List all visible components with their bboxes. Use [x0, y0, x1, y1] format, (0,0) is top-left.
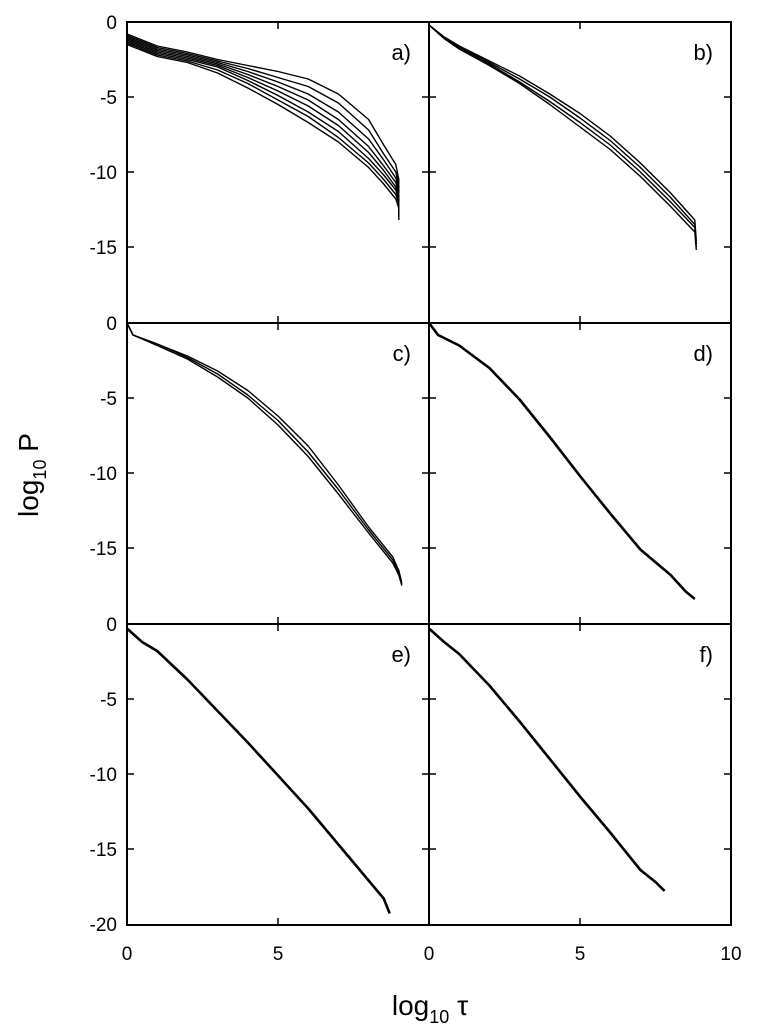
- panel-a-series-8: [126, 43, 400, 220]
- x-tick-labels: 0 5 0 5 10: [122, 944, 742, 965]
- panel-c-ytick-label: -15: [90, 539, 117, 560]
- panel-e-ytick-label: -15: [90, 840, 117, 861]
- x-axis-title: log10 τ: [392, 990, 468, 1027]
- y-axis-title-symbol: P: [13, 433, 44, 452]
- panel-e-series-1: [126, 627, 391, 914]
- x-tick-label: 0: [424, 944, 435, 965]
- panel-a-ytick-label: -5: [100, 88, 117, 109]
- panel-c-series-2: [126, 322, 403, 585]
- panel-a-series-5: [126, 39, 400, 214]
- panel-c: c): [126, 322, 430, 625]
- panel-a-series-7: [126, 42, 400, 217]
- panel-f: f): [428, 623, 732, 926]
- panel-f-series-1: [428, 627, 666, 892]
- panel-e-ytick-label: -5: [100, 690, 117, 711]
- y-axis-title-sub: 10: [30, 460, 50, 480]
- panel-a: a): [126, 21, 430, 324]
- panel-c-series-1: [126, 322, 403, 583]
- panel-grid: a) b) c) d) e) f): [126, 21, 732, 926]
- x-tick-label: 5: [575, 944, 586, 965]
- panel-d-label: d): [693, 341, 713, 366]
- panel-c-frame: [126, 322, 430, 625]
- x-axis-title-symbol: τ: [457, 990, 468, 1021]
- panel-e: e): [126, 623, 430, 926]
- y-tick-labels: 0 -5 -10 -15 0 -5 -10 -15 0 -5 -10 -15 -20: [90, 13, 117, 936]
- y-axis-title-space: [13, 452, 44, 460]
- panel-b-label: b): [693, 40, 713, 65]
- panel-a-series-4: [126, 37, 400, 213]
- panel-a-ytick-label: -15: [90, 238, 117, 259]
- panel-a-ytick-label: 0: [106, 13, 117, 34]
- panel-c-label: c): [393, 341, 411, 366]
- panel-b-series-3: [428, 24, 697, 248]
- x-tick-label: 5: [273, 944, 284, 965]
- y-axis-title-main: log: [13, 480, 44, 517]
- panel-c-series-3: [126, 322, 403, 586]
- panel-b: b): [428, 21, 732, 324]
- x-tick-label: 10: [720, 944, 741, 965]
- panel-a-ytick-label: -10: [90, 163, 117, 184]
- panel-d-series-1: [427, 322, 696, 601]
- panel-a-series-6: [126, 40, 400, 216]
- x-axis-title-space: [449, 990, 457, 1021]
- x-axis-title-main: log: [392, 990, 429, 1021]
- panel-b-series-4: [428, 24, 697, 251]
- x-axis-title-sub: 10: [429, 1007, 449, 1027]
- panel-b-series-2: [428, 24, 697, 245]
- panel-a-frame: [126, 21, 430, 324]
- panel-b-frame: [428, 21, 732, 324]
- panel-c-ytick-label: 0: [106, 314, 117, 335]
- panel-a-series-2: [126, 34, 400, 208]
- panel-a-label: a): [391, 40, 411, 65]
- panel-c-ytick-label: -10: [90, 464, 117, 485]
- x-tick-label: 0: [122, 944, 133, 965]
- panel-d: d): [427, 322, 732, 625]
- panel-a-series-3: [126, 36, 400, 211]
- panel-b-series-1: [428, 24, 697, 242]
- panel-c-ytick-label: -5: [100, 389, 117, 410]
- panel-d-frame: [428, 322, 732, 625]
- panel-f-label: f): [700, 642, 713, 667]
- panel-e-ytick-label: 0: [106, 615, 117, 636]
- panel-e-ytick-label: -10: [90, 765, 117, 786]
- panel-e-ytick-label: -20: [90, 915, 117, 936]
- panel-a-series-1: [126, 33, 400, 205]
- panel-e-label: e): [391, 642, 411, 667]
- y-axis-title: log10 P: [13, 433, 50, 517]
